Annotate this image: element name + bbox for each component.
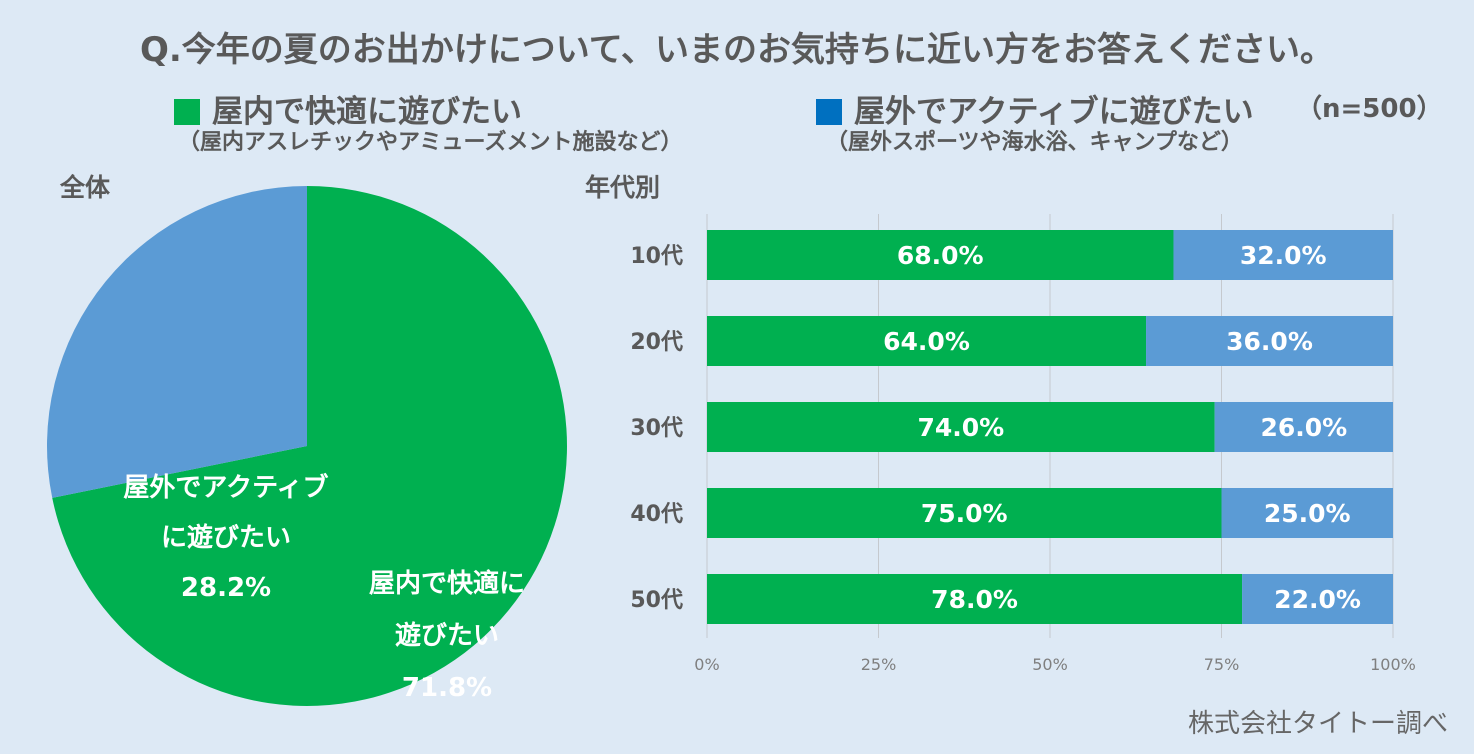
- legend-label-indoor: 屋内で快適に遊びたい: [212, 94, 522, 130]
- legend-label-outdoor: 屋外でアクティブに遊びたい: [854, 94, 1254, 130]
- x-tick-label: 50%: [1032, 655, 1068, 674]
- legend-swatch-outdoor: [816, 99, 842, 125]
- bar-segment-indoor: [707, 488, 1222, 538]
- pie-section-label: 全体: [60, 173, 111, 202]
- category-label: 40代: [630, 502, 683, 527]
- pie-slice-indoor: [52, 186, 567, 706]
- bar-value-label: 36.0%: [1226, 327, 1313, 356]
- bar-value-label: 25.0%: [1264, 499, 1351, 528]
- x-tick-label: 25%: [861, 655, 897, 674]
- bar-value-label: 22.0%: [1274, 585, 1361, 614]
- bar-segment-outdoor: [1146, 316, 1393, 366]
- legend-sub-outdoor: （屋外スポーツや海水浴、キャンプなど）: [826, 130, 1243, 155]
- pie-chart: 屋内で快適に遊びたい 71.8% 屋外でアクティブに遊びたい 28.2%: [47, 186, 567, 706]
- bar-section-label: 年代別: [585, 173, 661, 202]
- category-label: 50代: [630, 588, 683, 613]
- bar-segment-indoor: [707, 230, 1174, 280]
- bar-value-label: 74.0%: [917, 413, 1004, 442]
- pie-label-indoor-line-1: 屋内で快適に: [369, 568, 525, 599]
- chart-title: Q.今年の夏のお出かけについて、いまのお気持ちに近い方をお答えください。: [139, 30, 1335, 70]
- legend-swatch-indoor: [174, 99, 200, 125]
- legend-item-indoor: 屋内で快適に遊びたい: [174, 86, 522, 131]
- bar-value-label: 32.0%: [1240, 241, 1327, 270]
- bar-segment-outdoor: [1242, 574, 1393, 624]
- bar-segment-outdoor: [1214, 402, 1393, 452]
- bar-value-label: 64.0%: [883, 327, 970, 356]
- pie-label-outdoor-line-2: に遊びたい: [161, 522, 291, 553]
- bar-value-label: 26.0%: [1260, 413, 1347, 442]
- bar-segment-indoor: [707, 402, 1215, 452]
- sample-size-label: （n=500）: [1296, 94, 1443, 124]
- category-label: 10代: [630, 244, 683, 269]
- pie-label-indoor-line-2: 遊びたい: [395, 620, 499, 651]
- pie-slice-outdoor: [47, 186, 308, 498]
- bar-value-label: 78.0%: [931, 585, 1018, 614]
- legend-item-outdoor: 屋外でアクティブに遊びたい: [816, 86, 1254, 131]
- bar-segment-outdoor: [1173, 230, 1393, 280]
- bar-segment-outdoor: [1221, 488, 1393, 538]
- legend-sub-indoor: （屋内アスレチックやアミューズメント施設など）: [178, 130, 683, 155]
- x-tick-label: 0%: [694, 655, 719, 674]
- pie-label-outdoor-line-3: 28.2%: [181, 573, 271, 603]
- x-tick-label: 100%: [1370, 655, 1416, 674]
- pie-label-indoor-line-3: 71.8%: [402, 673, 492, 703]
- bar-segment-indoor: [707, 316, 1147, 366]
- pie-label-outdoor-line-1: 屋外でアクティブ: [123, 472, 328, 503]
- category-label: 20代: [630, 330, 683, 355]
- source-note: 株式会社タイトー調べ: [1187, 709, 1448, 739]
- bar-value-label: 75.0%: [921, 499, 1008, 528]
- x-tick-label: 75%: [1204, 655, 1240, 674]
- bar-chart: 0% 25% 50% 75% 100% 10代 68.0% 32.0% 20代 64.0% 36.0…: [630, 214, 1416, 674]
- bar-segment-indoor: [707, 574, 1243, 624]
- category-label: 30代: [630, 416, 683, 441]
- bar-value-label: 68.0%: [897, 241, 984, 270]
